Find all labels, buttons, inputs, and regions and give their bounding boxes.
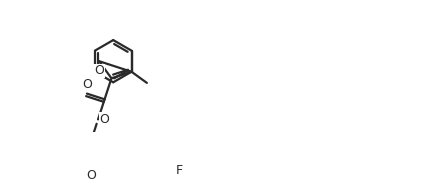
Text: O: O [87, 169, 96, 182]
Text: O: O [82, 78, 92, 91]
Text: F: F [176, 164, 183, 177]
Text: O: O [100, 113, 109, 126]
Text: O: O [94, 64, 104, 77]
